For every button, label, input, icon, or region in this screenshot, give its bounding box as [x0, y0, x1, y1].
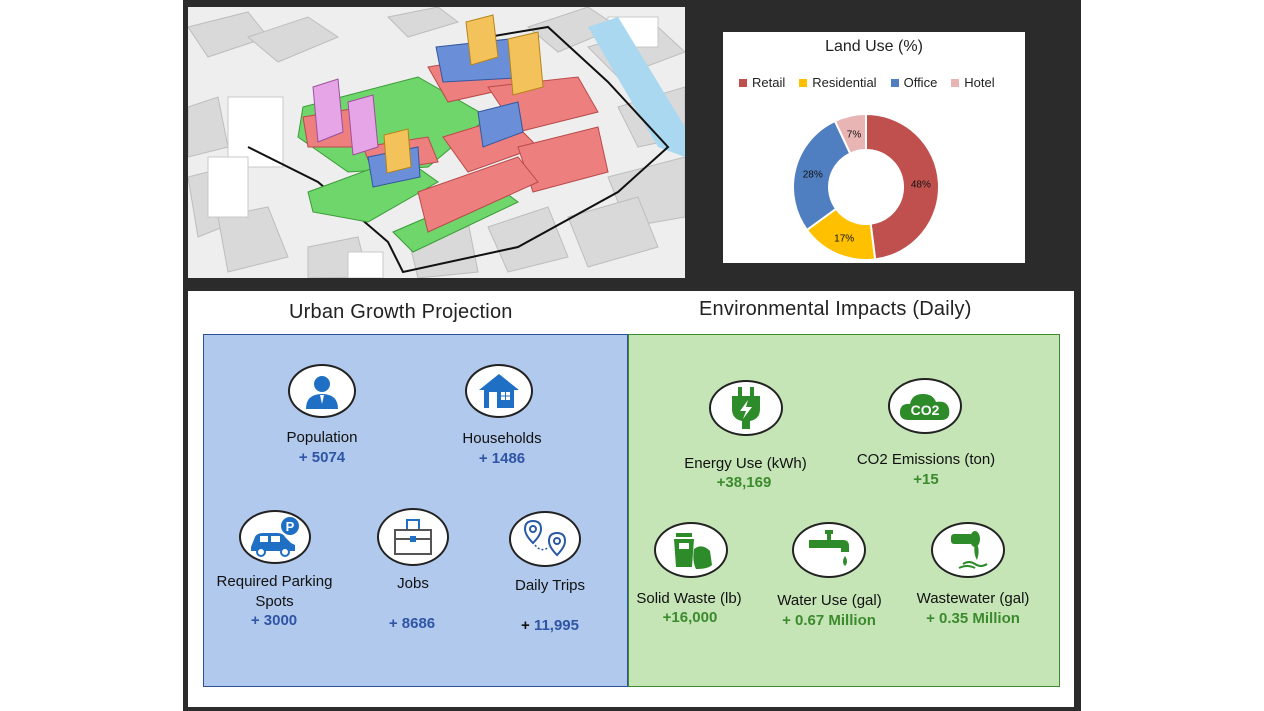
legend-label: Retail — [752, 75, 786, 90]
co2-icon-text: CO2 — [911, 402, 940, 418]
briefcase-icon — [377, 508, 449, 566]
car-parking-icon: P — [239, 510, 311, 564]
route-pins-icon — [509, 511, 581, 567]
energy-value: +38,169 — [716, 474, 772, 491]
wastewater-pipe-icon — [931, 522, 1005, 578]
slice-label: 48% — [911, 180, 931, 191]
trash-bag-icon — [654, 522, 728, 578]
impacts-heading: Environmental Impacts (Daily) — [699, 298, 972, 320]
legend-label: Residential — [812, 75, 877, 90]
legend-label: Hotel — [964, 75, 995, 90]
chart-title: Land Use (%) — [825, 38, 923, 55]
population-label: Population — [286, 429, 358, 446]
parking-label-line2: Spots — [255, 593, 294, 610]
impacts-section — [628, 334, 1060, 687]
slice-hotel — [833, 112, 867, 155]
slice-label: 17% — [834, 233, 854, 244]
site-massing-model — [188, 7, 685, 278]
legend-item-hotel: Hotel — [951, 75, 995, 90]
parking-label: Required Parking Spots — [203, 572, 346, 612]
wastewater-value: + 0.35 Million — [926, 610, 1020, 627]
parking-label-line1: Required Parking — [216, 573, 333, 590]
svg-text:P: P — [286, 519, 295, 534]
person-icon — [288, 364, 356, 418]
slice-office — [792, 119, 852, 232]
donut-plot: 48% 17% 28% 7% — [792, 112, 940, 261]
chart-legend: Retail Residential Office Hotel — [739, 75, 995, 90]
water-value: + 0.67 Million — [782, 612, 876, 629]
households-label: Households — [462, 430, 542, 447]
legend-swatch — [890, 78, 899, 87]
water-label: Water Use (gal) — [777, 592, 882, 609]
energy-label: Energy Use (kWh) — [684, 455, 807, 472]
waste-value: +16,000 — [662, 609, 718, 626]
massing-illustration — [188, 7, 685, 278]
co2-cloud-icon: CO2 — [888, 378, 962, 434]
house-icon — [465, 364, 533, 418]
co2-label: CO2 Emissions (ton) — [856, 451, 996, 468]
co2-value: +15 — [913, 471, 939, 488]
legend-swatch — [951, 78, 960, 87]
land-use-chart: Land Use (%) Retail Residential Office H… — [723, 32, 1025, 263]
legend-swatch — [799, 78, 808, 87]
growth-heading: Urban Growth Projection — [289, 301, 513, 323]
trips-value-number: 11,995 — [533, 617, 579, 634]
legend-item-office: Office — [890, 75, 938, 90]
slice-retail — [865, 112, 940, 261]
slice-label: 7% — [847, 129, 862, 140]
population-value: + 5074 — [298, 449, 346, 466]
parking-value: + 3000 — [250, 612, 298, 629]
wastewater-label: Wastewater (gal) — [916, 590, 1030, 607]
jobs-value: + 8686 — [388, 615, 436, 632]
trips-value-prefix: + — [521, 617, 534, 634]
legend-label: Office — [903, 75, 938, 90]
faucet-icon — [792, 522, 866, 578]
plug-bolt-icon — [709, 380, 783, 436]
waste-label: Solid Waste (lb) — [636, 590, 742, 607]
trips-value: + 11,995 — [490, 617, 610, 634]
jobs-label: Jobs — [397, 575, 429, 592]
slice-label: 28% — [803, 169, 823, 180]
legend-swatch — [739, 78, 747, 87]
legend-item-residential: Residential — [799, 75, 877, 90]
households-value: + 1486 — [478, 450, 526, 467]
legend-item-retail: Retail — [739, 75, 785, 90]
trips-label: Daily Trips — [514, 577, 585, 594]
